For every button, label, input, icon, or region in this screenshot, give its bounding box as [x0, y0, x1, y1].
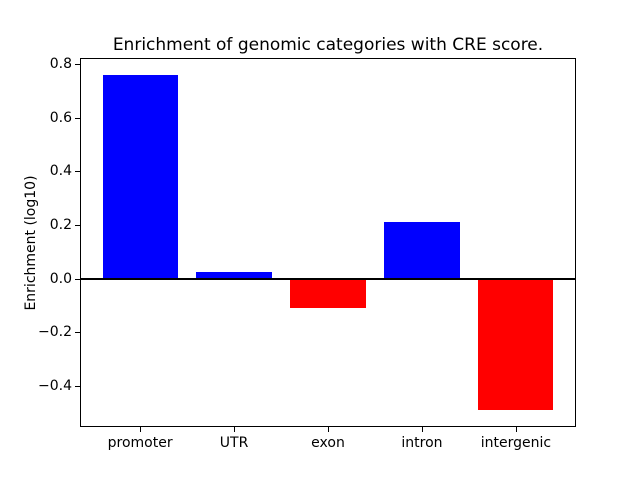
y-tick-label-0.2: 0.2: [49, 217, 72, 234]
bar-exon: [290, 278, 366, 309]
zero-line: [80, 277, 576, 280]
y-axis-label: Enrichment (log10): [23, 174, 39, 311]
y-tick-label-−0.2: −0.2: [38, 324, 72, 341]
y-tick-label-0.8: 0.8: [49, 56, 72, 73]
y-tick-label-−0.4: −0.4: [38, 378, 72, 395]
x-tick-exon: [328, 427, 329, 432]
y-tick-−0.4: [75, 386, 80, 388]
x-tick-intron: [421, 427, 423, 432]
bar-UTR: [196, 272, 272, 279]
y-tick-label-0.6: 0.6: [49, 109, 72, 126]
y-tick-label-0.4: 0.4: [49, 163, 72, 180]
y-tick-0.2: [75, 225, 80, 227]
y-tick-0.6: [75, 117, 80, 119]
x-tick-promoter: [140, 427, 142, 432]
x-tick-intergenic: [515, 427, 517, 432]
bar-promoter: [102, 74, 178, 279]
y-tick-0.4: [75, 171, 80, 173]
chart-title: Enrichment of genomic categories with CR…: [112, 35, 544, 55]
y-tick-label-0.0: 0.0: [49, 270, 72, 287]
x-tick-label-UTR: UTR: [219, 435, 249, 451]
y-tick-0.0: [75, 278, 80, 280]
x-tick-label-intron: intron: [401, 435, 443, 451]
bar-intergenic: [478, 278, 554, 411]
x-tick-label-promoter: promoter: [107, 435, 173, 451]
x-tick-label-intergenic: intergenic: [480, 435, 552, 451]
y-tick-0.8: [75, 64, 80, 66]
bar-intron: [384, 222, 460, 279]
y-tick-−0.2: [75, 332, 80, 334]
x-tick-UTR: [234, 427, 236, 432]
x-tick-label-exon: exon: [311, 435, 345, 451]
